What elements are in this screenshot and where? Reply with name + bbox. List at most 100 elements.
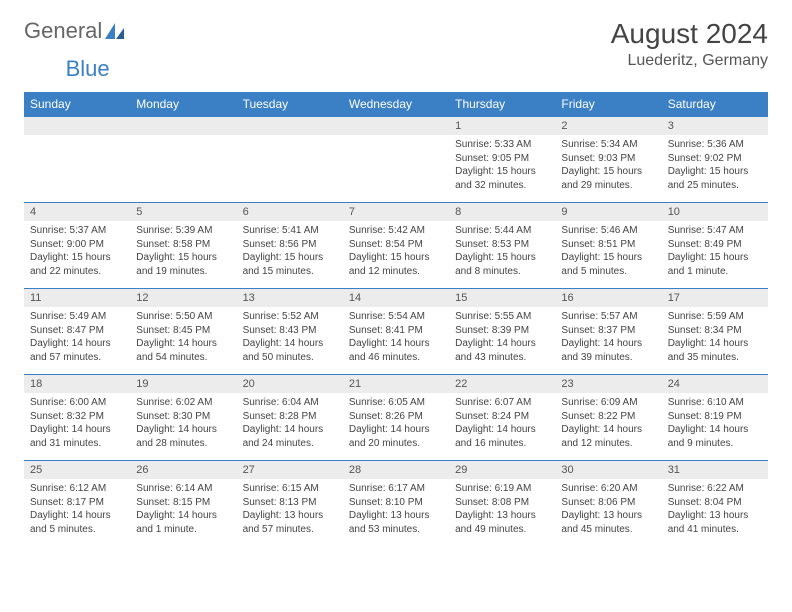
- day-details: Sunrise: 6:00 AMSunset: 8:32 PMDaylight:…: [24, 393, 130, 454]
- day-number: 10: [662, 203, 768, 221]
- calendar-cell: 12Sunrise: 5:50 AMSunset: 8:45 PMDayligh…: [130, 289, 236, 375]
- calendar-cell: 22Sunrise: 6:07 AMSunset: 8:24 PMDayligh…: [449, 375, 555, 461]
- day-details: Sunrise: 5:59 AMSunset: 8:34 PMDaylight:…: [662, 307, 768, 368]
- day-number: 31: [662, 461, 768, 479]
- calendar-cell: 6Sunrise: 5:41 AMSunset: 8:56 PMDaylight…: [237, 203, 343, 289]
- weekday-header-row: SundayMondayTuesdayWednesdayThursdayFrid…: [24, 92, 768, 117]
- calendar-cell: [24, 117, 130, 203]
- calendar-cell: 5Sunrise: 5:39 AMSunset: 8:58 PMDaylight…: [130, 203, 236, 289]
- day-details: Sunrise: 6:10 AMSunset: 8:19 PMDaylight:…: [662, 393, 768, 454]
- calendar-cell: 9Sunrise: 5:46 AMSunset: 8:51 PMDaylight…: [555, 203, 661, 289]
- day-details: Sunrise: 5:33 AMSunset: 9:05 PMDaylight:…: [449, 135, 555, 196]
- calendar-cell: 8Sunrise: 5:44 AMSunset: 8:53 PMDaylight…: [449, 203, 555, 289]
- day-details: Sunrise: 5:49 AMSunset: 8:47 PMDaylight:…: [24, 307, 130, 368]
- day-number: 14: [343, 289, 449, 307]
- day-number: 6: [237, 203, 343, 221]
- day-number: 30: [555, 461, 661, 479]
- day-number: 21: [343, 375, 449, 393]
- day-details: Sunrise: 5:36 AMSunset: 9:02 PMDaylight:…: [662, 135, 768, 196]
- calendar-row: 11Sunrise: 5:49 AMSunset: 8:47 PMDayligh…: [24, 289, 768, 375]
- calendar-cell: 29Sunrise: 6:19 AMSunset: 8:08 PMDayligh…: [449, 461, 555, 547]
- title-block: August 2024 Luederitz, Germany: [611, 18, 768, 70]
- calendar-body: 1Sunrise: 5:33 AMSunset: 9:05 PMDaylight…: [24, 117, 768, 547]
- calendar-cell: 2Sunrise: 5:34 AMSunset: 9:03 PMDaylight…: [555, 117, 661, 203]
- logo-sail-icon: [104, 22, 126, 40]
- calendar-cell: [130, 117, 236, 203]
- day-details: Sunrise: 5:55 AMSunset: 8:39 PMDaylight:…: [449, 307, 555, 368]
- weekday-header: Wednesday: [343, 92, 449, 117]
- day-number: 20: [237, 375, 343, 393]
- day-details: Sunrise: 6:02 AMSunset: 8:30 PMDaylight:…: [130, 393, 236, 454]
- calendar-cell: 27Sunrise: 6:15 AMSunset: 8:13 PMDayligh…: [237, 461, 343, 547]
- location: Luederitz, Germany: [611, 52, 768, 70]
- day-details: Sunrise: 5:41 AMSunset: 8:56 PMDaylight:…: [237, 221, 343, 282]
- day-details: Sunrise: 6:07 AMSunset: 8:24 PMDaylight:…: [449, 393, 555, 454]
- logo: General: [24, 18, 126, 44]
- day-details: Sunrise: 5:57 AMSunset: 8:37 PMDaylight:…: [555, 307, 661, 368]
- calendar-cell: 7Sunrise: 5:42 AMSunset: 8:54 PMDaylight…: [343, 203, 449, 289]
- day-number: 22: [449, 375, 555, 393]
- calendar-cell: 28Sunrise: 6:17 AMSunset: 8:10 PMDayligh…: [343, 461, 449, 547]
- day-details: Sunrise: 6:04 AMSunset: 8:28 PMDaylight:…: [237, 393, 343, 454]
- calendar-cell: [237, 117, 343, 203]
- calendar-cell: 4Sunrise: 5:37 AMSunset: 9:00 PMDaylight…: [24, 203, 130, 289]
- calendar-cell: 21Sunrise: 6:05 AMSunset: 8:26 PMDayligh…: [343, 375, 449, 461]
- day-details: Sunrise: 5:34 AMSunset: 9:03 PMDaylight:…: [555, 135, 661, 196]
- day-number: 26: [130, 461, 236, 479]
- day-number-empty: [130, 117, 236, 135]
- day-details: Sunrise: 5:37 AMSunset: 9:00 PMDaylight:…: [24, 221, 130, 282]
- day-number: 24: [662, 375, 768, 393]
- calendar-cell: 10Sunrise: 5:47 AMSunset: 8:49 PMDayligh…: [662, 203, 768, 289]
- day-details: Sunrise: 5:46 AMSunset: 8:51 PMDaylight:…: [555, 221, 661, 282]
- weekday-header: Monday: [130, 92, 236, 117]
- day-details: Sunrise: 6:19 AMSunset: 8:08 PMDaylight:…: [449, 479, 555, 540]
- day-number: 5: [130, 203, 236, 221]
- day-details: Sunrise: 6:20 AMSunset: 8:06 PMDaylight:…: [555, 479, 661, 540]
- day-number: 2: [555, 117, 661, 135]
- calendar-cell: 3Sunrise: 5:36 AMSunset: 9:02 PMDaylight…: [662, 117, 768, 203]
- calendar-cell: 14Sunrise: 5:54 AMSunset: 8:41 PMDayligh…: [343, 289, 449, 375]
- day-number: 18: [24, 375, 130, 393]
- calendar-cell: 26Sunrise: 6:14 AMSunset: 8:15 PMDayligh…: [130, 461, 236, 547]
- weekday-header: Friday: [555, 92, 661, 117]
- calendar-cell: 24Sunrise: 6:10 AMSunset: 8:19 PMDayligh…: [662, 375, 768, 461]
- day-number: 17: [662, 289, 768, 307]
- day-number-empty: [24, 117, 130, 135]
- day-number: 15: [449, 289, 555, 307]
- day-details: Sunrise: 5:50 AMSunset: 8:45 PMDaylight:…: [130, 307, 236, 368]
- day-number: 19: [130, 375, 236, 393]
- calendar-row: 18Sunrise: 6:00 AMSunset: 8:32 PMDayligh…: [24, 375, 768, 461]
- logo-text-blue: Blue: [66, 56, 110, 82]
- day-number: 4: [24, 203, 130, 221]
- calendar-row: 1Sunrise: 5:33 AMSunset: 9:05 PMDaylight…: [24, 117, 768, 203]
- day-number-empty: [237, 117, 343, 135]
- day-details: Sunrise: 6:17 AMSunset: 8:10 PMDaylight:…: [343, 479, 449, 540]
- calendar-cell: 20Sunrise: 6:04 AMSunset: 8:28 PMDayligh…: [237, 375, 343, 461]
- day-number: 16: [555, 289, 661, 307]
- calendar-cell: 16Sunrise: 5:57 AMSunset: 8:37 PMDayligh…: [555, 289, 661, 375]
- day-number: 1: [449, 117, 555, 135]
- day-details: Sunrise: 6:22 AMSunset: 8:04 PMDaylight:…: [662, 479, 768, 540]
- calendar-row: 25Sunrise: 6:12 AMSunset: 8:17 PMDayligh…: [24, 461, 768, 547]
- day-details: Sunrise: 6:12 AMSunset: 8:17 PMDaylight:…: [24, 479, 130, 540]
- calendar-row: 4Sunrise: 5:37 AMSunset: 9:00 PMDaylight…: [24, 203, 768, 289]
- weekday-header: Tuesday: [237, 92, 343, 117]
- calendar-cell: 25Sunrise: 6:12 AMSunset: 8:17 PMDayligh…: [24, 461, 130, 547]
- weekday-header: Sunday: [24, 92, 130, 117]
- day-details: Sunrise: 5:44 AMSunset: 8:53 PMDaylight:…: [449, 221, 555, 282]
- calendar-cell: 1Sunrise: 5:33 AMSunset: 9:05 PMDaylight…: [449, 117, 555, 203]
- weekday-header: Saturday: [662, 92, 768, 117]
- day-details: Sunrise: 5:52 AMSunset: 8:43 PMDaylight:…: [237, 307, 343, 368]
- calendar-table: SundayMondayTuesdayWednesdayThursdayFrid…: [24, 92, 768, 547]
- calendar-cell: 31Sunrise: 6:22 AMSunset: 8:04 PMDayligh…: [662, 461, 768, 547]
- day-number: 7: [343, 203, 449, 221]
- calendar-cell: 18Sunrise: 6:00 AMSunset: 8:32 PMDayligh…: [24, 375, 130, 461]
- day-details: Sunrise: 6:15 AMSunset: 8:13 PMDaylight:…: [237, 479, 343, 540]
- weekday-header: Thursday: [449, 92, 555, 117]
- day-number: 9: [555, 203, 661, 221]
- day-number-empty: [343, 117, 449, 135]
- day-number: 13: [237, 289, 343, 307]
- day-details: Sunrise: 6:09 AMSunset: 8:22 PMDaylight:…: [555, 393, 661, 454]
- calendar-cell: 11Sunrise: 5:49 AMSunset: 8:47 PMDayligh…: [24, 289, 130, 375]
- day-number: 11: [24, 289, 130, 307]
